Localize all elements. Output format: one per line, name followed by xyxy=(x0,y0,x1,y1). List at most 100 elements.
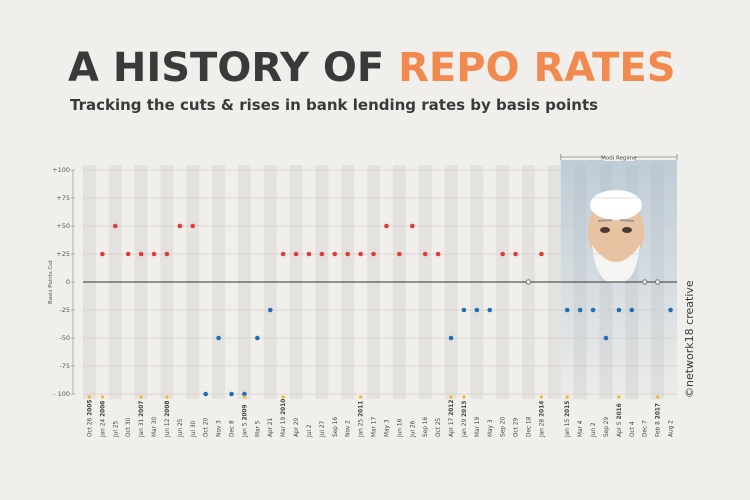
date-label: Jan 15 xyxy=(565,419,571,438)
data-point-neutral xyxy=(654,279,661,285)
date-label: Jan 24 xyxy=(100,419,106,438)
data-point-rise xyxy=(100,251,105,257)
y-tick-label: +25 xyxy=(56,250,70,258)
year-label: 2011 xyxy=(359,401,365,417)
data-point-cut xyxy=(590,307,596,313)
year-marker xyxy=(359,395,363,399)
data-point-rise xyxy=(539,251,544,257)
date-label: Feb 8 xyxy=(656,421,662,437)
data-point-cut xyxy=(267,307,273,313)
x-tick-label: Aug 2 xyxy=(669,420,675,437)
date-label: Jun 12 xyxy=(165,418,171,438)
date-label: Apr 21 xyxy=(268,417,274,437)
x-tick-label: Oct 20 xyxy=(204,417,210,437)
year-label: 2012 xyxy=(449,400,455,416)
title-part-2: REPO RATES xyxy=(398,45,676,91)
year-label: 2013 xyxy=(462,401,468,417)
date-label: Mar 30 xyxy=(152,417,158,437)
date-label: Oct 30 xyxy=(126,417,132,437)
x-tick-label: Mar 19 xyxy=(475,417,481,437)
x-tick-label: Mar 4 xyxy=(578,420,584,437)
credit-text: ©network18 creative xyxy=(683,280,696,398)
date-label: Apr 5 xyxy=(617,421,623,437)
date-label: Mar 4 xyxy=(578,420,584,437)
date-label: Jul 30 xyxy=(191,420,197,438)
date-label: Jul 2 xyxy=(307,424,313,438)
data-point-cut xyxy=(629,307,635,313)
data-point-rise xyxy=(164,251,170,257)
year-marker xyxy=(539,395,544,399)
data-point-cut xyxy=(603,335,609,341)
data-point-rise xyxy=(125,251,131,257)
x-tick-label: Jul 30 xyxy=(191,420,197,438)
year-label: 2016 xyxy=(617,403,623,419)
x-tick-label: Jun 25 xyxy=(178,418,184,438)
data-point-cut xyxy=(242,391,247,397)
x-tick-label: Mar 30 xyxy=(152,417,158,437)
x-tick-label: Sep 20 xyxy=(501,417,507,437)
date-label: Aug 2 xyxy=(669,420,675,437)
date-label: Jan 29 xyxy=(462,419,468,438)
date-label: Jul 26 xyxy=(410,420,416,438)
x-tick-label: Apr 21 xyxy=(268,417,274,437)
year-marker xyxy=(656,395,660,399)
highlight-label: Modi Regime xyxy=(601,156,637,162)
data-point-rise xyxy=(332,251,338,257)
year-marker xyxy=(242,395,247,399)
x-tick-label: Sep 16 xyxy=(333,417,339,437)
x-tick-label: Jul 27 xyxy=(320,420,326,438)
x-tick-label: Oct 262005 xyxy=(87,400,93,437)
portrait-brows xyxy=(597,219,635,222)
date-label: Jun 16 xyxy=(397,418,403,438)
x-tick-label: Apr 5 2016 xyxy=(617,403,623,437)
date-label: Dec 7 xyxy=(643,420,649,437)
data-point-cut xyxy=(564,307,570,313)
data-point-rise xyxy=(306,251,312,257)
date-label: Oct 20 xyxy=(204,417,210,437)
data-point-cut xyxy=(487,307,493,313)
data-point-cut xyxy=(474,307,480,313)
data-point-rise xyxy=(513,251,518,257)
portrait-eye-left xyxy=(600,227,610,233)
date-label: Jan 31 xyxy=(139,419,145,438)
data-point-cut xyxy=(203,391,208,397)
chart-subtitle: Tracking the cuts & rises in bank lendin… xyxy=(70,96,599,114)
data-point-rise xyxy=(345,251,351,257)
data-point-cut xyxy=(229,391,234,397)
y-tick-label: +75 xyxy=(56,194,70,202)
date-label: Oct 4 xyxy=(630,421,636,437)
x-tick-label: Apr 20 xyxy=(294,417,300,437)
x-tick-label: Jun 16 xyxy=(397,418,403,438)
year-label: 2014 xyxy=(539,401,545,417)
data-point-rise xyxy=(409,223,415,229)
date-label: May 3 xyxy=(488,419,494,437)
y-tick-label: +100 xyxy=(52,166,70,174)
year-marker xyxy=(100,395,104,399)
date-label: Apr 17 xyxy=(449,417,455,437)
data-point-rise xyxy=(280,251,286,257)
x-tick-label: Dec 7 xyxy=(643,420,649,437)
date-label: Mar 19 xyxy=(281,417,287,437)
date-label: Jan 5 xyxy=(242,422,248,438)
x-tick-label: Jan 24 2006 xyxy=(100,401,106,438)
data-point-rise xyxy=(435,251,441,257)
date-label: Nov 2 xyxy=(346,420,352,437)
x-tick-label: Dec 8 xyxy=(230,420,236,437)
date-label: Sep 16 xyxy=(333,417,339,437)
date-label: Dec 8 xyxy=(230,420,236,437)
portrait-eye-right xyxy=(622,227,632,233)
data-point-rise xyxy=(500,251,505,257)
data-point-rise xyxy=(358,251,363,257)
year-label: 2009 xyxy=(242,404,248,420)
y-tick-label: +50 xyxy=(56,222,70,230)
data-point-cut xyxy=(668,307,673,313)
year-marker xyxy=(281,395,285,399)
year-marker xyxy=(565,395,569,399)
y-tick-label: 0 xyxy=(66,278,70,286)
date-label: Jun 2 xyxy=(591,422,597,438)
chart-title: A HISTORY OF REPO RATES xyxy=(68,46,676,90)
x-tick-label: Oct 25 xyxy=(436,417,442,437)
x-tick-label: Jul 2 xyxy=(307,424,313,438)
x-tick-label: Jun 122008 xyxy=(165,401,171,438)
date-label: Oct 25 xyxy=(436,417,442,437)
